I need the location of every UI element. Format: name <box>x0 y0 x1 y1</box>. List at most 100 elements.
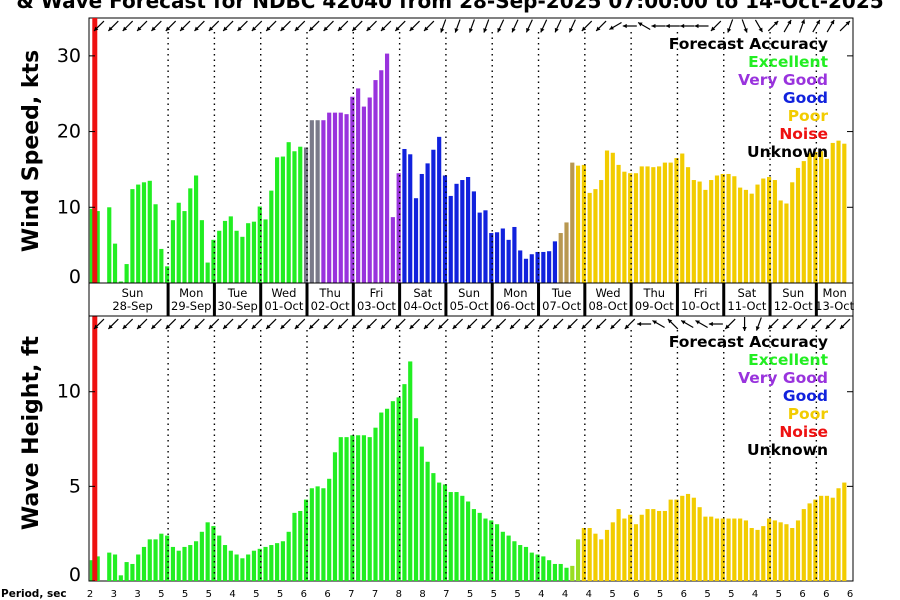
period-value: 5 <box>728 589 734 600</box>
day-date: 10-Oct <box>681 299 720 313</box>
legend-title: Forecast Accuracy <box>669 35 828 53</box>
bar <box>373 427 378 581</box>
bar <box>413 198 419 283</box>
bar <box>564 567 569 581</box>
bar <box>512 226 517 283</box>
day-name: Thu <box>318 286 341 300</box>
direction-arrow-icon <box>179 318 191 330</box>
day-name: Sat <box>413 286 432 300</box>
direction-arrow-icon <box>237 318 248 330</box>
period-value: 5 <box>253 589 259 600</box>
bar <box>778 200 783 283</box>
bar <box>408 154 413 283</box>
direction-arrow-icon <box>208 20 220 32</box>
day-band: Sun28-SepMon29-SepTue30-SepWed01-OctThu0… <box>88 282 855 317</box>
bar <box>477 212 482 283</box>
legend-item: Excellent <box>748 53 828 71</box>
period-value: 7 <box>443 589 449 600</box>
bar <box>599 180 604 283</box>
bar <box>824 158 830 283</box>
day-date: 03-Oct <box>357 299 396 313</box>
y-tick-label: 10 <box>57 196 81 218</box>
day-date: 06-Oct <box>496 299 535 313</box>
bar <box>610 152 615 283</box>
direction-arrow-icon <box>452 318 464 330</box>
bar <box>674 158 679 283</box>
direction-arrow-icon <box>122 20 134 32</box>
bar <box>466 177 471 283</box>
legend-item: Good <box>783 89 828 107</box>
bar <box>182 546 187 581</box>
direction-arrow-icon <box>540 19 548 33</box>
bar <box>714 175 720 283</box>
direction-arrow-icon <box>812 19 821 33</box>
bar <box>130 563 135 581</box>
period-value: 3 <box>134 589 140 600</box>
direction-arrow-icon <box>294 318 306 330</box>
day-name: Tue <box>551 286 572 300</box>
period-value: 3 <box>111 589 117 600</box>
bar <box>500 531 505 581</box>
bar <box>842 482 847 581</box>
bar <box>830 497 835 581</box>
bar <box>257 206 262 283</box>
bar <box>477 512 482 581</box>
bar <box>153 539 158 581</box>
period-value: 5 <box>514 589 520 600</box>
bar <box>246 554 251 581</box>
bar <box>622 518 627 581</box>
bar <box>379 70 384 284</box>
bar <box>749 528 754 581</box>
bar <box>494 232 500 283</box>
direction-arrow-icon <box>280 20 291 32</box>
direction-arrow-icon <box>179 20 191 32</box>
legend-item: Excellent <box>748 351 828 369</box>
direction-arrow-icon <box>581 318 593 330</box>
period-value: 5 <box>704 589 710 600</box>
bar <box>298 146 303 283</box>
bar <box>529 254 534 283</box>
day-name: Fri <box>370 286 384 300</box>
bar <box>292 512 297 581</box>
bar <box>662 510 667 581</box>
bar <box>685 167 691 283</box>
day-name: Fri <box>694 286 708 300</box>
direction-arrow-icon <box>337 20 349 32</box>
y-tick-label: 0 <box>69 266 81 288</box>
direction-arrow-icon <box>796 318 808 330</box>
bar <box>738 187 743 283</box>
bar <box>732 518 737 581</box>
bar <box>315 120 320 284</box>
legend-item: Good <box>783 387 828 405</box>
bar <box>581 164 586 283</box>
direction-arrow-icon <box>165 20 177 32</box>
direction-arrow-icon <box>265 318 277 330</box>
direction-arrow-icon <box>581 20 593 32</box>
bar <box>303 147 309 283</box>
bar <box>494 524 500 581</box>
bar <box>373 80 378 283</box>
panel-0: 0 10 20 30 Wind Speed, kts Forecast AccuracyE… <box>19 17 854 288</box>
bar <box>645 509 650 581</box>
bar <box>593 189 598 283</box>
bar <box>604 529 610 581</box>
direction-arrow-icon <box>595 20 607 32</box>
period-value: 5 <box>277 589 283 600</box>
bar <box>518 250 523 283</box>
period-value: 5 <box>609 589 615 600</box>
bar <box>616 164 621 283</box>
direction-arrow-icon <box>351 318 363 330</box>
direction-arrow-icon <box>194 318 205 330</box>
direction-arrow-icon <box>680 23 695 29</box>
direction-arrow-icon <box>380 20 392 32</box>
direction-arrow-icon <box>568 19 576 33</box>
period-value: 6 <box>681 589 687 600</box>
bar <box>205 262 210 283</box>
bar <box>141 546 147 581</box>
direction-arrow-icon <box>423 318 435 330</box>
bar <box>593 533 598 581</box>
bar <box>234 554 239 581</box>
